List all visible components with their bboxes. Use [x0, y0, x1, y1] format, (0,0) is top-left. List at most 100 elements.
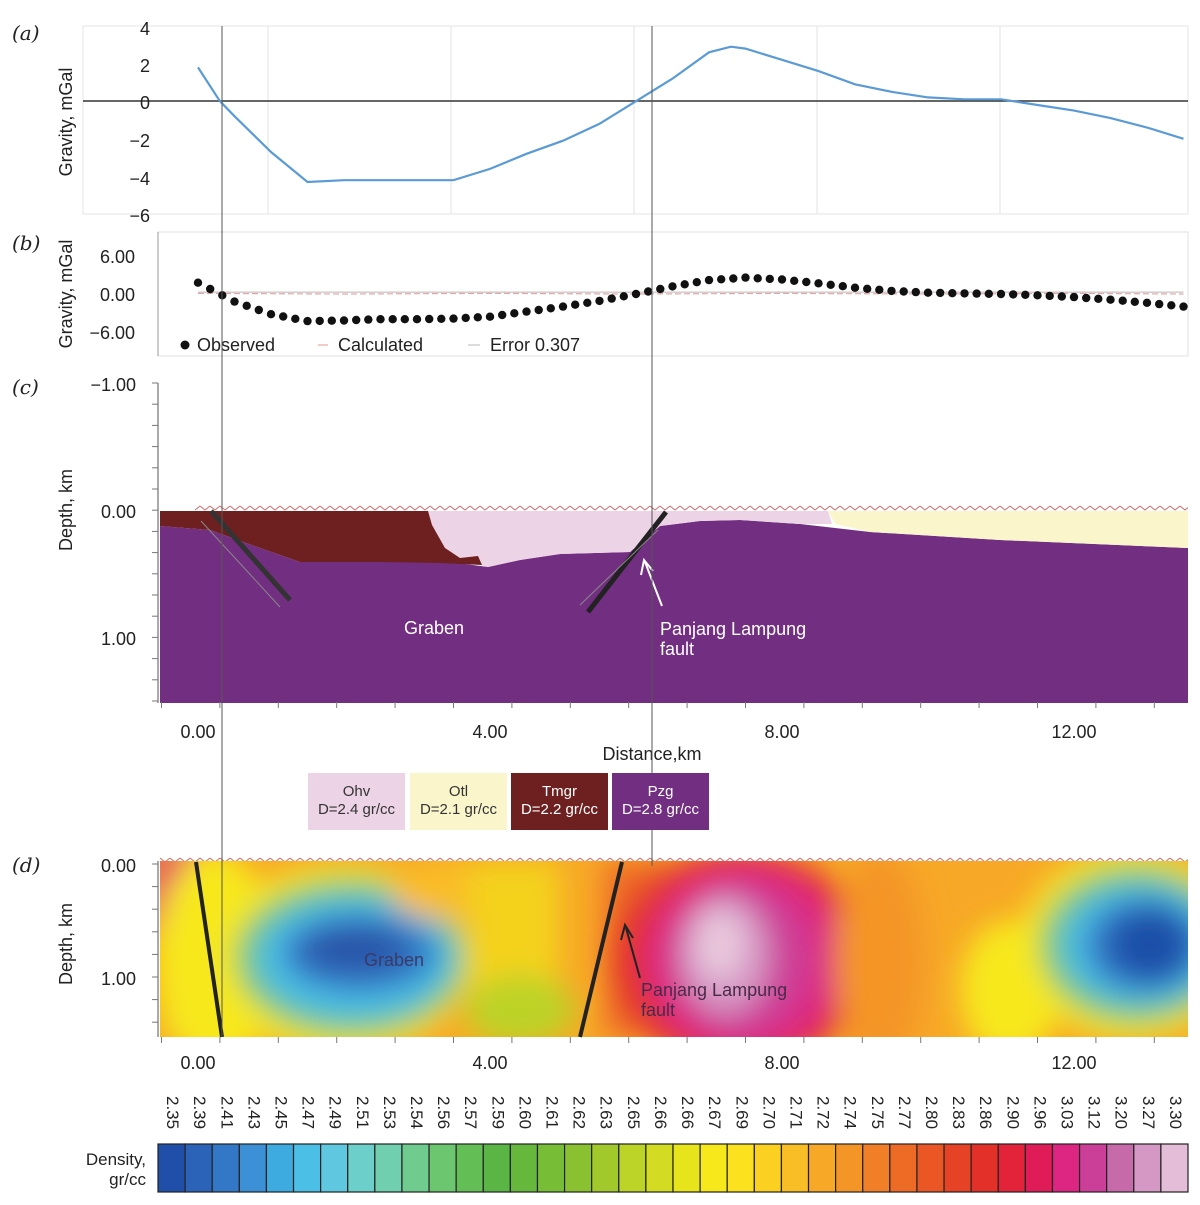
panel-d: (d) — [12, 853, 1188, 1073]
observed-point — [631, 289, 641, 299]
panel-c: (c) −1.00 0.00 1.00 Depth, km Graben Pan… — [12, 375, 1188, 764]
colorbar-value-label: 2.63 — [597, 1096, 616, 1129]
ytick-label: 0 — [140, 93, 150, 113]
panel-a-yticks: 4 2 0 −2 −4 −6 — [129, 19, 150, 226]
observed-point — [558, 302, 568, 311]
legend-calculated: Calculated — [338, 335, 423, 355]
ytick-label: 6.00 — [100, 247, 135, 267]
colorbar-value-label: 2.39 — [190, 1096, 209, 1129]
observed-point — [899, 287, 908, 296]
legend-observed-marker — [180, 340, 190, 350]
colorbar-cell — [347, 1143, 376, 1193]
legend-error: Error 0.307 — [490, 335, 580, 355]
colorbar-value-label: 2.47 — [299, 1096, 318, 1129]
colorbar-cell — [1078, 1143, 1108, 1193]
observed-point — [741, 273, 750, 282]
colorbar-cell — [807, 1143, 837, 1193]
observed-point — [522, 307, 531, 316]
observed-point — [485, 312, 495, 321]
xtick-label: 12.00 — [1051, 722, 1096, 742]
ytick-label: −2 — [129, 131, 150, 151]
observed-point — [510, 309, 519, 318]
observed-point — [376, 315, 385, 324]
fault-line-panjang-d — [578, 861, 624, 1038]
colorbar-cell — [753, 1143, 783, 1193]
ytick-label: 0.00 — [101, 502, 136, 522]
fault-line-panjang — [586, 510, 668, 614]
panel-a: (a) 4 2 0 −2 −4 −6 Gravity, mGal — [12, 19, 1189, 226]
observed-point — [595, 296, 604, 306]
observed-point — [1009, 290, 1018, 299]
fault-label-line2: fault — [660, 639, 694, 659]
colorbar-value-label: 2.66 — [651, 1096, 670, 1129]
colorbar-cell — [320, 1143, 349, 1193]
panel-c-yticks-minor — [152, 382, 158, 702]
observed-point — [327, 316, 336, 325]
observed-point — [291, 314, 300, 323]
colorbar-cell — [455, 1143, 484, 1193]
colorbar-cell — [211, 1143, 240, 1193]
colorbar-value-label: 2.53 — [380, 1096, 399, 1129]
panel-d-yticks: 0.00 1.00 — [101, 856, 136, 989]
colorbar-cell — [672, 1143, 701, 1193]
unit-density: D=2.2 gr/cc — [520, 801, 599, 818]
colorbar-cell — [157, 1143, 186, 1193]
ytick-label: −1.00 — [90, 375, 136, 395]
colorbar-value-label: 2.65 — [624, 1096, 643, 1129]
observed-point — [826, 280, 835, 289]
colorbar-value-label: 3.27 — [1139, 1096, 1158, 1129]
gravity-anomaly-line — [197, 45, 1184, 184]
observed-point — [242, 301, 251, 310]
colorbar-cell — [970, 1143, 999, 1193]
colorbar-cell — [401, 1143, 430, 1193]
colorbar-cell — [509, 1143, 539, 1193]
density-colorbar: Density, gr/cc 2.35 2.39 2.41 2.43 2.45 2.47 2… — [86, 1096, 1189, 1193]
observed-point — [461, 313, 470, 323]
ytick-label: 0.00 — [100, 285, 135, 305]
panel-a-frame — [82, 25, 1189, 215]
colorbar-value-label: 2.45 — [272, 1096, 291, 1129]
observed-point — [729, 274, 738, 283]
colorbar-value-label: 2.75 — [868, 1096, 887, 1129]
colorbar-value-label: 2.86 — [976, 1096, 995, 1129]
unit-density: D=2.1 gr/cc — [419, 801, 498, 818]
panel-b-letter: (b) — [12, 231, 40, 255]
observed-point — [1142, 298, 1152, 307]
colorbar-cell — [265, 1143, 295, 1193]
observed-point — [1045, 291, 1054, 301]
observed-point — [388, 315, 397, 324]
colorbar-cell — [889, 1143, 918, 1193]
observed-point — [656, 284, 665, 294]
unit-name: Tmgr — [542, 783, 577, 800]
observed-point — [802, 277, 811, 287]
legend-unit-pzg: Pzg D=2.8 gr/cc — [612, 773, 709, 830]
colorbar-value-label: 2.61 — [543, 1096, 562, 1129]
colorbar-value-label: 3.03 — [1058, 1096, 1077, 1129]
panel-d-ylabel: Depth, km — [56, 903, 76, 985]
colorbar-value-label: 2.60 — [515, 1096, 534, 1129]
observed-point — [1130, 297, 1140, 306]
panel-d-yticks-minor — [152, 863, 158, 1023]
colorbar-cell — [1133, 1143, 1162, 1193]
colorbar-value-label: 3.30 — [1166, 1096, 1185, 1129]
colorbar-cell — [1024, 1143, 1054, 1193]
colorbar-value-label: 2.56 — [434, 1096, 453, 1129]
topography-marker-d — [160, 856, 1188, 861]
panel-a-ylabel: Gravity, mGal — [56, 68, 76, 177]
observed-point — [680, 280, 689, 289]
colorbar-cell — [1106, 1143, 1135, 1193]
ytick-label: 4 — [140, 19, 150, 39]
colorbar-cell — [184, 1143, 213, 1193]
observed-point — [1118, 296, 1127, 305]
legend-unit-ohv: Ohv D=2.4 gr/cc — [308, 773, 405, 830]
graben-label: Graben — [404, 618, 464, 638]
ytick-label: 0.00 — [101, 856, 136, 876]
xtick-label: 12.00 — [1051, 1053, 1096, 1073]
graben-label-d: Graben — [364, 950, 424, 970]
observed-point — [607, 294, 616, 303]
colorbar-value-label: 2.54 — [407, 1096, 426, 1129]
observed-point — [1069, 292, 1079, 302]
legend-unit-tmgr: Tmgr D=2.2 gr/cc — [511, 773, 608, 830]
xtick-label: 8.00 — [764, 722, 799, 742]
